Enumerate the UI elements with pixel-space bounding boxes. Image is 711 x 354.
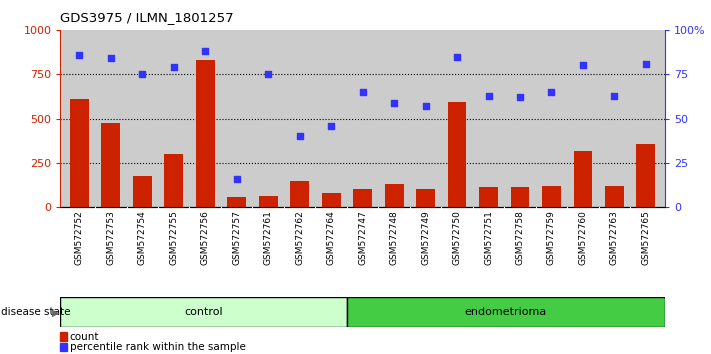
- Text: GDS3975 / ILMN_1801257: GDS3975 / ILMN_1801257: [60, 11, 234, 24]
- Text: percentile rank within the sample: percentile rank within the sample: [70, 342, 246, 352]
- Point: [105, 56, 117, 61]
- Point: [262, 72, 274, 77]
- Bar: [385, 184, 404, 207]
- Text: control: control: [184, 307, 223, 318]
- Point: [420, 103, 432, 109]
- Point: [357, 89, 368, 95]
- Point: [483, 93, 494, 98]
- Bar: [60, 332, 67, 341]
- Point: [577, 63, 589, 68]
- Bar: [479, 187, 498, 207]
- Bar: [510, 187, 530, 207]
- Bar: [353, 188, 372, 207]
- Point: [137, 72, 148, 77]
- Text: ▶: ▶: [52, 307, 60, 318]
- Bar: [542, 186, 561, 207]
- Bar: [164, 154, 183, 207]
- Bar: [102, 123, 120, 207]
- Bar: [636, 144, 656, 207]
- Point: [326, 123, 337, 129]
- Point: [388, 100, 400, 105]
- Bar: [347, 297, 665, 327]
- Point: [609, 93, 620, 98]
- Bar: [259, 195, 277, 207]
- Bar: [60, 297, 347, 327]
- Point: [640, 61, 651, 67]
- Bar: [290, 181, 309, 207]
- Text: disease state: disease state: [1, 307, 70, 318]
- Bar: [605, 186, 624, 207]
- Point: [168, 64, 179, 70]
- Bar: [60, 343, 67, 351]
- Point: [546, 89, 557, 95]
- Bar: [448, 102, 466, 207]
- Bar: [321, 193, 341, 207]
- Bar: [228, 198, 246, 207]
- Bar: [416, 189, 435, 207]
- Point: [451, 54, 463, 59]
- Text: endometrioma: endometrioma: [464, 307, 547, 318]
- Bar: [133, 176, 151, 207]
- Bar: [196, 60, 215, 207]
- Text: count: count: [70, 331, 100, 342]
- Point: [74, 52, 85, 58]
- Point: [514, 95, 525, 100]
- Point: [200, 48, 211, 54]
- Bar: [574, 152, 592, 207]
- Point: [231, 176, 242, 182]
- Point: [294, 133, 305, 139]
- Bar: [70, 99, 89, 207]
